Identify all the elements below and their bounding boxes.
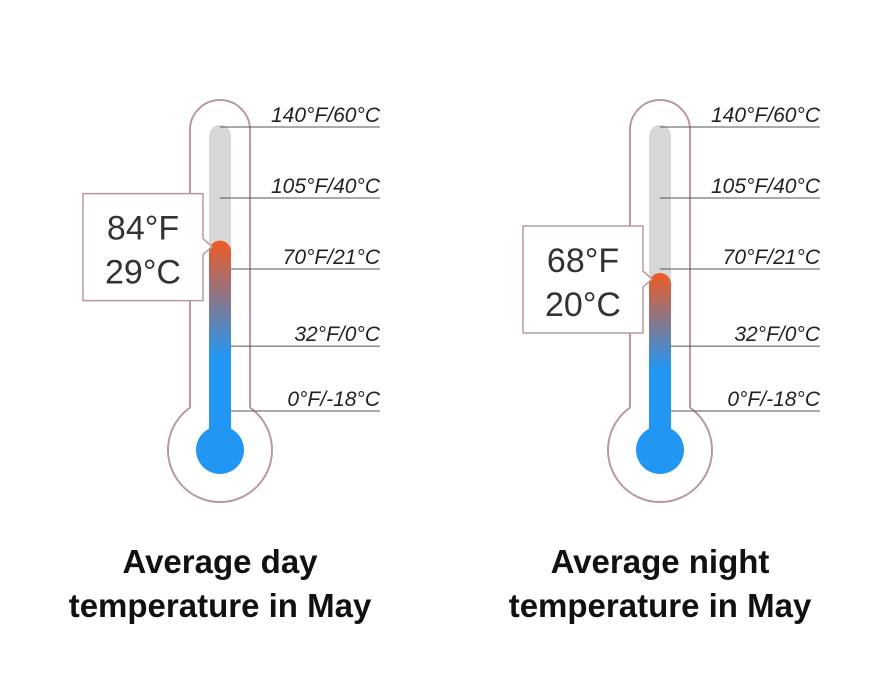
tick-label: 70°F/21°C	[723, 246, 821, 269]
day-chart-title: Average day temperature in May	[20, 540, 420, 628]
reading-fahrenheit: 84°F	[107, 210, 179, 248]
night-title-line-2: temperature in May	[508, 587, 812, 624]
day-title-line-2: temperature in May	[68, 587, 372, 624]
night-title-line-1: Average night	[550, 543, 770, 580]
mercury-bulb	[196, 426, 244, 474]
tick-label: 140°F/60°C	[711, 104, 821, 127]
tick-label: 0°F/-18°C	[287, 388, 380, 411]
mercury-column-body	[209, 252, 231, 450]
reading-celsius: 20°C	[545, 286, 621, 324]
day-thermometer: 140°F/60°C 105°F/40°C 70°F/21°C 32°F/0°C 0°F…	[82, 99, 381, 503]
reading-celsius: 29°C	[105, 254, 181, 292]
reading-callout	[82, 192, 214, 302]
reading-fahrenheit: 68°F	[547, 242, 619, 280]
tick-label: 32°F/0°C	[294, 323, 380, 346]
tick-label: 105°F/40°C	[271, 175, 381, 198]
mercury-bulb	[636, 426, 684, 474]
night-chart-title: Average night temperature in May	[460, 540, 860, 628]
tick-label: 70°F/21°C	[283, 246, 381, 269]
tick-label: 140°F/60°C	[271, 104, 381, 127]
tick-label: 0°F/-18°C	[727, 388, 820, 411]
mercury-column-body	[649, 285, 671, 450]
tick-label: 105°F/40°C	[711, 175, 821, 198]
reading-callout	[522, 225, 654, 334]
tick-label: 32°F/0°C	[734, 323, 820, 346]
night-thermometer: 140°F/60°C 105°F/40°C 70°F/21°C 32°F/0°C 0°F…	[522, 99, 821, 503]
day-title-line-1: Average day	[122, 543, 318, 580]
